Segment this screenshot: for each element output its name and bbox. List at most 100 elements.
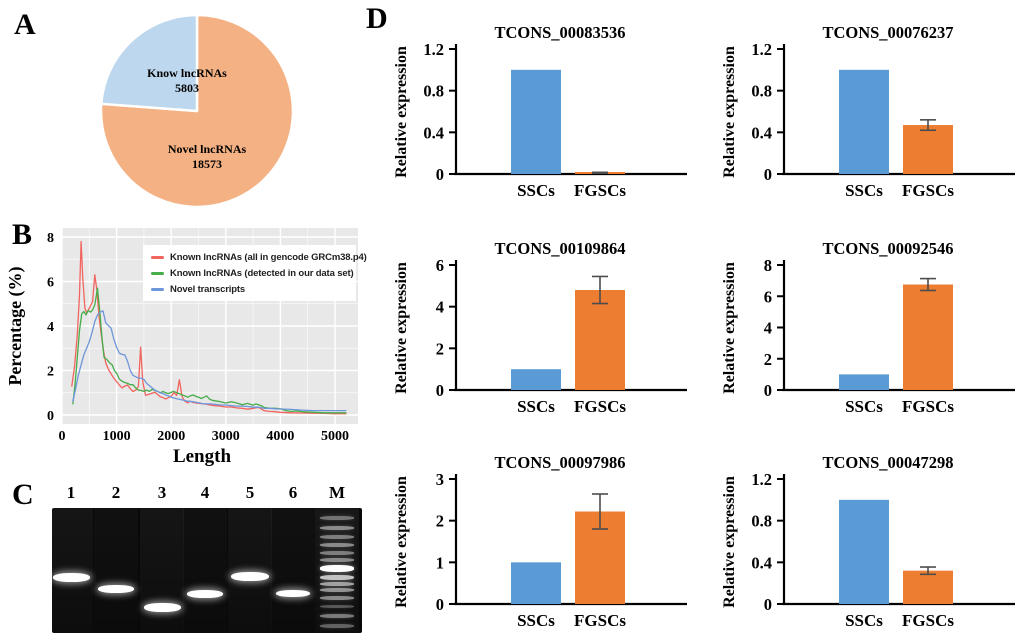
y-axis-label: Relative expression xyxy=(393,262,410,394)
line-chart-legend: Known lncRNAs (all in gencode GRCm38.p4)… xyxy=(143,245,367,301)
y-tick-label: 0.8 xyxy=(423,82,444,101)
bar-SSCs xyxy=(839,374,889,390)
legend-label: Known lncRNAs (detected in our data set) xyxy=(170,268,354,279)
b-x-tick: 4000 xyxy=(266,429,294,444)
x-category-label: FGSCs xyxy=(902,181,954,200)
y-axis-label: Relative expression xyxy=(721,46,738,178)
y-tick-label: 0.4 xyxy=(751,123,772,142)
bar-chart-tcons-00092546: TCONS_00092546 Relative expression 0 2 4 6 8 SS… xyxy=(721,239,1015,416)
b-y-tick: 2 xyxy=(47,365,54,380)
chart-title: TCONS_00076237 xyxy=(822,23,953,42)
y-tick-label: 0 xyxy=(764,165,772,184)
gel-lane-streak xyxy=(271,508,315,633)
y-tick-label: 0 xyxy=(436,381,444,400)
y-axis-label: Relative expression xyxy=(721,476,738,608)
gel-lane-label-5: 5 xyxy=(245,483,255,502)
bar-SSCs xyxy=(511,562,561,604)
gel-marker-band xyxy=(320,574,354,580)
gel-lane-label-3: 3 xyxy=(157,483,167,502)
gel-lane-label-6: 6 xyxy=(288,483,298,502)
gel-band-lane-2 xyxy=(98,585,134,593)
x-category-label: SSCs xyxy=(845,611,883,630)
line-series-0 xyxy=(71,240,347,415)
gel-band-lane-1 xyxy=(52,572,90,582)
y-tick-label: 8 xyxy=(764,256,772,275)
pie-label-known: Know lncRNAs 5803 xyxy=(127,66,247,96)
bar-FGSCs xyxy=(575,290,625,390)
gel-band-lane-4 xyxy=(187,590,223,598)
b-y-tick: 8 xyxy=(47,231,54,246)
y-tick-label: 0 xyxy=(436,165,444,184)
y-axis-label: Relative expression xyxy=(721,262,738,394)
y-tick-label: 0.8 xyxy=(751,512,772,531)
pie-slice-known xyxy=(100,13,199,113)
y-tick-label: 0 xyxy=(764,381,772,400)
gel-marker-band xyxy=(320,535,354,539)
y-tick-label: 3 xyxy=(436,470,444,489)
legend-label: Novel transcripts xyxy=(170,284,246,295)
gel-lane-streak xyxy=(52,508,93,633)
chart-title: TCONS_00083536 xyxy=(494,23,625,42)
gel-band-lane-5 xyxy=(231,571,269,581)
bar-SSCs xyxy=(511,369,561,390)
y-tick-label: 4 xyxy=(764,319,772,338)
pie-label-novel: Novel lncRNAs 18573 xyxy=(145,142,269,172)
gel-marker-band xyxy=(320,551,354,555)
gel-band-lane-3 xyxy=(143,602,181,612)
y-tick-label: 0.4 xyxy=(423,123,444,142)
b-y-tick: 4 xyxy=(47,320,54,335)
gel-lane-streak xyxy=(183,508,227,633)
x-category-label: FGSCs xyxy=(574,611,626,630)
x-category-label: SSCs xyxy=(517,397,555,416)
bar-FGSCs xyxy=(903,125,953,174)
y-tick-label: 1.2 xyxy=(751,470,772,489)
bar-chart-tcons-00076237: TCONS_00076237 Relative expression 0 0.4 0.8… xyxy=(721,23,1015,200)
bar-SSCs xyxy=(839,69,889,174)
bar-chart-tcons-00109864: TCONS_00109864 Relative expression 0 2 4 6 SSC… xyxy=(393,239,687,416)
legend-swatch-green xyxy=(151,272,164,275)
gel-marker-band xyxy=(320,624,354,628)
x-category-label: SSCs xyxy=(845,397,883,416)
b-x-tick: 3000 xyxy=(212,429,240,444)
panel-label-c: C xyxy=(12,478,34,511)
pie-value-known: 5803 xyxy=(175,81,199,95)
gel-band-lane-6 xyxy=(276,589,310,597)
gel-marker-band xyxy=(320,558,354,562)
bar-SSCs xyxy=(839,499,889,604)
gel-marker-band xyxy=(320,596,354,600)
line-series-2 xyxy=(72,310,347,412)
gel-lane-label-1: 1 xyxy=(66,483,76,502)
y-tick-label: 1.2 xyxy=(423,40,444,59)
chart-title: TCONS_00047298 xyxy=(822,453,953,472)
panel-label-b: B xyxy=(12,218,33,251)
gel-marker-band xyxy=(320,588,354,592)
y-axis-label: Relative expression xyxy=(393,476,410,608)
pie-label-novel-text: Novel lncRNAs xyxy=(167,142,247,156)
y-tick-label: 4 xyxy=(436,298,444,317)
bar-chart-tcons-00047298: TCONS_00047298 Relative expression 0 0.4 0.8… xyxy=(721,453,1015,630)
x-category-label: SSCs xyxy=(517,181,555,200)
chart-title: TCONS_00109864 xyxy=(494,239,625,258)
b-y-axis-label: Percentage (%) xyxy=(5,266,25,386)
x-category-label: FGSCs xyxy=(902,611,954,630)
gel-marker-band xyxy=(320,516,354,520)
gel-lane-streak xyxy=(228,508,272,633)
b-x-tick: 2000 xyxy=(157,429,185,444)
y-tick-label: 6 xyxy=(436,256,444,275)
line-series-1 xyxy=(72,287,347,414)
y-tick-label: 0.4 xyxy=(751,553,772,572)
gel-marker-band xyxy=(320,564,354,572)
legend-label: Known lncRNAs (all in gencode GRCm38.p4) xyxy=(170,252,367,263)
y-tick-label: 0 xyxy=(436,595,444,614)
bar-FGSCs xyxy=(903,284,953,390)
chart-title: TCONS_00092546 xyxy=(822,239,953,258)
gel-marker-band xyxy=(320,614,354,618)
gel-marker-band xyxy=(320,526,354,530)
b-y-tick: 0 xyxy=(47,409,54,424)
x-category-label: SSCs xyxy=(517,611,555,630)
y-tick-label: 2 xyxy=(764,350,772,369)
chart-title: TCONS_00097986 xyxy=(494,453,625,472)
legend-item: Novel transcripts xyxy=(151,284,350,295)
b-x-tick: 1000 xyxy=(103,429,131,444)
